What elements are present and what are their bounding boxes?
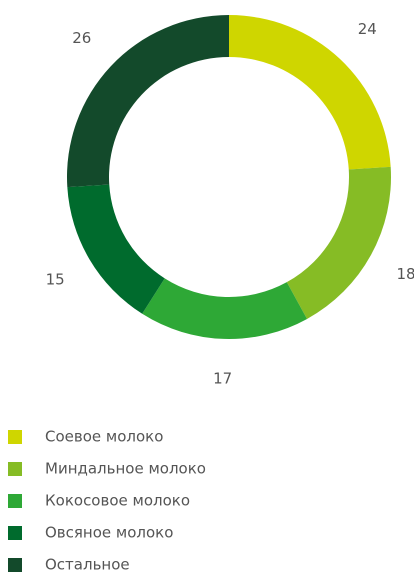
data-label: 18	[396, 265, 414, 283]
donut-slice	[229, 15, 391, 170]
legend-label: Миндальное молоко	[45, 460, 206, 478]
donut-slice	[142, 278, 308, 339]
legend-label: Остальное	[45, 556, 130, 574]
legend-swatch	[8, 558, 22, 572]
data-label: 17	[213, 369, 232, 387]
legend-swatch	[8, 462, 22, 476]
donut-slice	[67, 15, 229, 188]
legend-label: Кокосовое молоко	[45, 492, 190, 510]
legend-swatch	[8, 430, 22, 444]
donut-slice	[286, 166, 392, 319]
legend-label: Овсяное молоко	[45, 524, 173, 542]
legend-label: Соевое молоко	[45, 428, 163, 446]
legend-swatch	[8, 494, 22, 508]
data-label: 15	[46, 270, 65, 288]
data-label: 24	[358, 20, 377, 38]
data-label: 26	[72, 29, 91, 47]
legend-swatch	[8, 526, 22, 540]
donut-slice	[67, 184, 165, 314]
